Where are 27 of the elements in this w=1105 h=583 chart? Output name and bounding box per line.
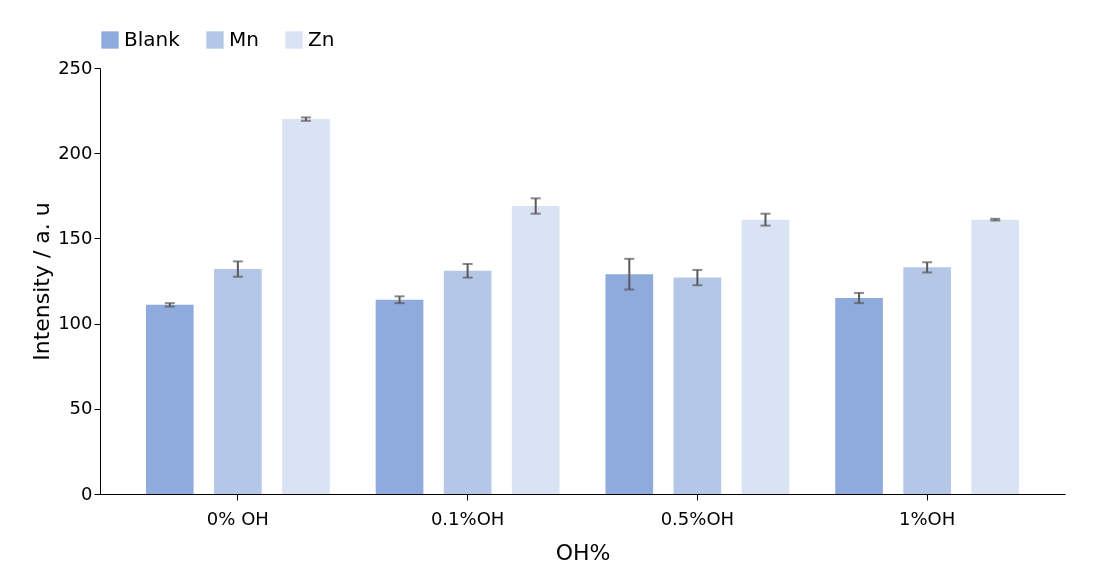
bar [511, 206, 560, 494]
bar [214, 269, 262, 494]
legend-label: Mn [229, 27, 259, 51]
y-tick-label: 150 [58, 226, 93, 248]
x-tick-label: 1%OH [899, 507, 956, 529]
bar [673, 277, 722, 494]
y-axis-title: Intensity / a. u [29, 202, 55, 361]
bar [145, 304, 194, 494]
x-tick-label: 0.5%OH [660, 507, 735, 529]
bar [375, 299, 424, 494]
bar [443, 270, 492, 494]
bar [605, 274, 654, 494]
legend-label: Zn [308, 27, 335, 51]
y-tick-label: 200 [58, 141, 93, 163]
legend-label: Blank [124, 27, 181, 51]
bar [903, 267, 951, 494]
x-tick-label: 0.1%OH [430, 507, 505, 529]
y-tick-label: 100 [58, 312, 93, 334]
y-tick-label: 0 [81, 482, 93, 504]
bar [282, 119, 330, 494]
x-tick-label: 0% OH [206, 507, 269, 529]
x-axis-title: OH% [555, 539, 611, 565]
bar [971, 219, 1020, 494]
bar [835, 298, 883, 494]
y-tick-label: 250 [58, 56, 93, 78]
bar [741, 219, 790, 494]
y-tick-label: 50 [69, 397, 93, 419]
